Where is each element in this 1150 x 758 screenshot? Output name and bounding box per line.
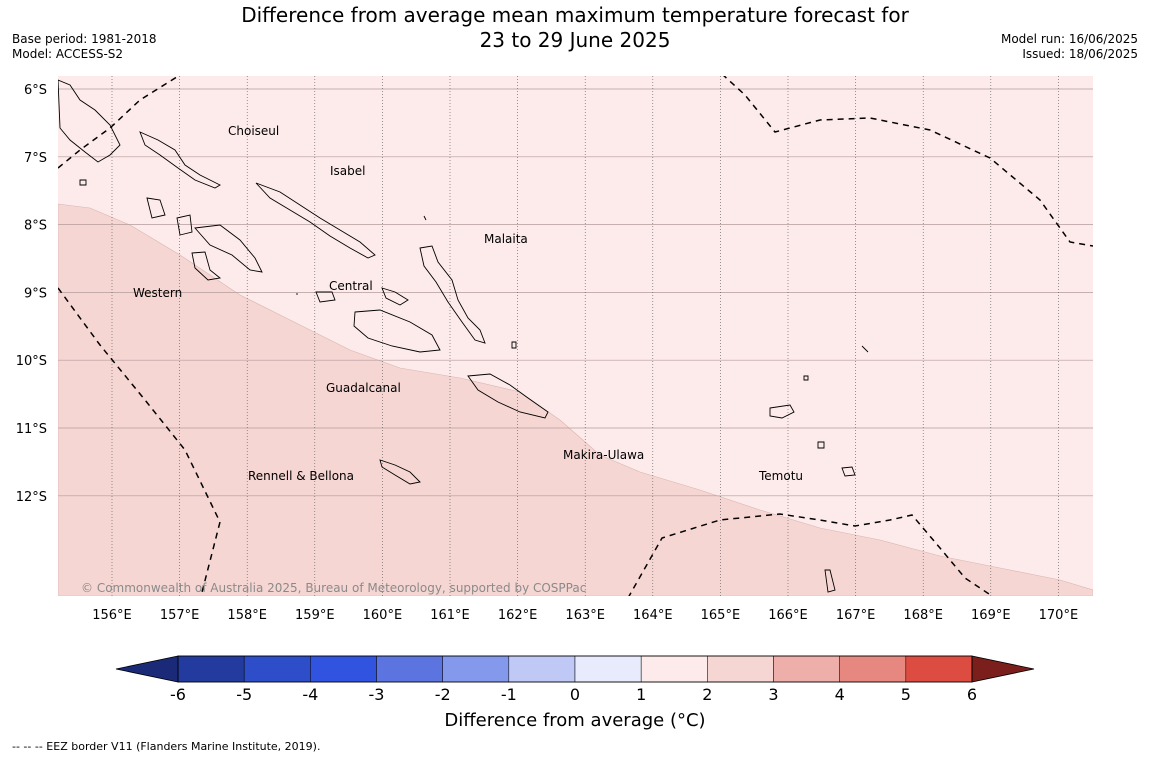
- base-period: Base period: 1981-2018: [12, 32, 157, 46]
- coastlines: [58, 79, 869, 593]
- colorbar-over-arrow: [971, 655, 1035, 683]
- colorbar-tick-label: -5: [236, 685, 252, 700]
- colorbar-cell: [640, 655, 708, 683]
- colorbar-tick-label: -1: [501, 685, 517, 700]
- place-label-temotu: Temotu: [758, 469, 803, 483]
- colorbar-cell: [773, 655, 840, 683]
- colorbar-tick-label: 2: [702, 685, 712, 700]
- colorbar-tick-label: -6: [170, 685, 186, 700]
- colorbar-tick-label: -2: [435, 685, 451, 700]
- place-label-malaita: Malaita: [484, 232, 528, 246]
- place-labels: Choiseul Isabel Malaita Central Western …: [133, 124, 803, 483]
- lat-tick-label: 9°S: [24, 286, 47, 301]
- lon-tick-label: 165°E: [701, 608, 741, 623]
- meta-left: Base period: 1981-2018 Model: ACCESS-S2: [12, 32, 157, 62]
- lon-tick-label: 167°E: [836, 608, 876, 623]
- colorbar-tick-label: -4: [302, 685, 318, 700]
- colorbar-cell: [376, 655, 443, 683]
- map-svg: © Commonwealth of Australia 2025, Bureau…: [16, 76, 1093, 700]
- colorbar-cell: [508, 655, 576, 683]
- colorbar-tick-label: 6: [967, 685, 977, 700]
- lat-tick-label: 7°S: [24, 151, 47, 166]
- place-label-makira-ulawa: Makira-Ulawa: [563, 448, 644, 462]
- colorbar-cell: [177, 655, 245, 683]
- lon-tick-label: 164°E: [633, 608, 673, 623]
- colorbar: -6 -5 -4 -3 -2 -1 0 1 2 3 4 5 6: [115, 655, 1035, 700]
- colorbar-cell: [574, 655, 642, 683]
- lon-tick-label: 166°E: [768, 608, 808, 623]
- lon-tick-label: 159°E: [295, 608, 335, 623]
- footnote: -- -- -- EEZ border V11 (Flanders Marine…: [12, 740, 321, 753]
- title-line-1: Difference from average mean maximum tem…: [241, 3, 909, 27]
- lon-tick-label: 168°E: [903, 608, 943, 623]
- lon-tick-label: 158°E: [227, 608, 267, 623]
- place-label-isabel: Isabel: [330, 164, 365, 178]
- colorbar-tick-label: 1: [636, 685, 646, 700]
- colorbar-tick-label: 5: [901, 685, 911, 700]
- colorbar-tick-label: -3: [369, 685, 385, 700]
- lon-tick-label: 161°E: [430, 608, 470, 623]
- colorbar-tick-label: 3: [768, 685, 778, 700]
- longitude-labels: 156°E 157°E 158°E 159°E 160°E 161°E 162°E 163°E…: [92, 608, 1078, 623]
- graticule: [58, 76, 1093, 596]
- place-label-rennell-bellona: Rennell & Bellona: [248, 469, 354, 483]
- lon-tick-label: 162°E: [498, 608, 538, 623]
- place-label-choiseul: Choiseul: [228, 124, 279, 138]
- title-line-2: 23 to 29 June 2025: [479, 28, 671, 52]
- model-run: Model run: 16/06/2025: [1000, 32, 1138, 46]
- issued-date: Issued: 18/06/2025: [1022, 47, 1138, 61]
- lon-tick-label: 170°E: [1039, 608, 1079, 623]
- lon-tick-label: 163°E: [565, 608, 605, 623]
- colorbar-cell: [707, 655, 774, 683]
- lon-tick-label: 156°E: [92, 608, 132, 623]
- lat-tick-label: 12°S: [16, 490, 47, 505]
- colorbar-cell: [310, 655, 377, 683]
- lat-tick-label: 10°S: [16, 354, 47, 369]
- lat-tick-label: 11°S: [16, 422, 47, 437]
- colorbar-cell: [243, 655, 311, 683]
- lon-tick-label: 160°E: [363, 608, 403, 623]
- colorbar-title: Difference from average (°C): [444, 710, 706, 731]
- chart-title: Difference from average mean maximum tem…: [0, 3, 1150, 53]
- lat-tick-label: 6°S: [24, 83, 47, 98]
- colorbar-tick-label: 4: [835, 685, 845, 700]
- anomaly-band-1-2: [58, 203, 1093, 596]
- place-label-central: Central: [329, 279, 373, 293]
- latitude-labels: 6°S 7°S 8°S 9°S 10°S 11°S 12°S: [16, 83, 47, 505]
- copyright-notice: © Commonwealth of Australia 2025, Bureau…: [81, 581, 586, 595]
- colorbar-cell: [905, 655, 973, 683]
- colorbar-tick-label: 0: [570, 685, 580, 700]
- colorbar-cell: [839, 655, 907, 683]
- eez-borders: [58, 76, 1093, 596]
- meta-right: Model run: 16/06/2025 Issued: 18/06/2025: [1001, 32, 1138, 62]
- lon-tick-label: 169°E: [971, 608, 1011, 623]
- colorbar-cell: [442, 655, 510, 683]
- map-area: © Commonwealth of Australia 2025, Bureau…: [58, 76, 1093, 596]
- model-name: Model: ACCESS-S2: [12, 47, 124, 61]
- lat-tick-label: 8°S: [24, 219, 47, 234]
- lon-tick-label: 157°E: [160, 608, 200, 623]
- place-label-western: Western: [133, 286, 182, 300]
- place-label-guadalcanal: Guadalcanal: [326, 381, 401, 395]
- colorbar-under-arrow: [115, 655, 179, 683]
